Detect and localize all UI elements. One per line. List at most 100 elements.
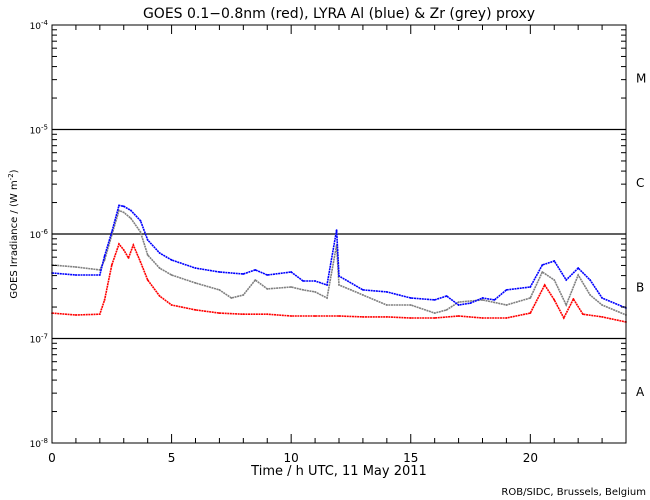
data-point	[543, 284, 546, 286]
data-point	[127, 257, 130, 259]
x-axis-label: Time / h UTC, 11 May 2011	[250, 464, 427, 479]
data-point	[529, 286, 532, 288]
axis-ticks	[51, 25, 627, 444]
data-point	[577, 274, 580, 276]
data-point	[409, 297, 412, 299]
data-point	[314, 291, 316, 293]
data-point	[266, 288, 269, 290]
data-point	[218, 271, 221, 273]
data-point	[122, 205, 125, 208]
data-point	[194, 282, 197, 284]
data-point	[335, 229, 338, 231]
flare-class-label: B	[636, 280, 644, 294]
x-tick-label: 5	[168, 451, 176, 465]
data-point	[481, 299, 484, 301]
data-point	[194, 308, 197, 311]
x-tick-label: 10	[284, 451, 299, 465]
data-point	[433, 317, 436, 319]
data-point	[266, 313, 269, 316]
series-group	[51, 204, 627, 323]
data-point	[350, 288, 352, 291]
data-point	[362, 294, 364, 296]
data-point	[146, 279, 149, 281]
data-point	[529, 312, 532, 315]
data-point	[362, 288, 364, 291]
data-point	[98, 313, 101, 316]
data-point	[290, 271, 293, 273]
data-point	[170, 259, 173, 261]
data-point	[158, 267, 161, 269]
data-point	[170, 304, 173, 306]
data-point	[553, 279, 556, 281]
data-point	[493, 299, 496, 301]
data-point	[254, 269, 257, 271]
data-point	[601, 297, 603, 299]
data-point	[385, 304, 388, 306]
data-point	[326, 284, 328, 286]
y-tick-label: 10-7	[30, 333, 48, 346]
data-point	[314, 315, 316, 317]
data-point	[242, 273, 245, 275]
data-point	[338, 315, 340, 317]
y-tick-label: 10-8	[30, 437, 48, 450]
y-axis-label: GOES Irradiance / (W m-2)	[7, 169, 20, 298]
data-point	[146, 239, 149, 241]
data-point	[122, 211, 125, 214]
data-point	[218, 312, 221, 315]
data-point	[589, 279, 592, 281]
data-point	[338, 275, 340, 277]
data-point	[242, 294, 245, 296]
y-tick-label: 10-5	[30, 124, 48, 137]
data-point	[230, 297, 233, 299]
data-point	[553, 299, 556, 301]
data-point	[445, 308, 448, 311]
data-point	[562, 317, 565, 319]
data-point	[589, 294, 592, 296]
data-point	[505, 317, 508, 319]
data-point	[218, 288, 221, 291]
data-point	[409, 304, 412, 306]
data-point	[130, 217, 132, 220]
data-point	[457, 304, 460, 306]
data-point	[103, 299, 106, 301]
data-point	[577, 267, 580, 269]
data-point	[103, 255, 106, 257]
flare-class-label: A	[636, 385, 645, 399]
data-point	[582, 313, 584, 316]
y-tick-label: 10-6	[30, 228, 49, 241]
x-tick-label: 0	[48, 451, 56, 465]
data-point	[314, 280, 316, 282]
data-point	[110, 231, 113, 233]
data-point	[481, 297, 484, 299]
data-point	[433, 299, 436, 301]
y-tick-label: 10-4	[30, 19, 49, 32]
data-point	[146, 254, 149, 256]
data-point	[254, 279, 257, 281]
data-point	[98, 274, 101, 276]
x-tick-label: 15	[403, 451, 418, 465]
data-point	[139, 219, 142, 222]
data-point	[385, 291, 388, 293]
data-point	[481, 317, 484, 319]
data-point	[75, 266, 77, 268]
data-point	[601, 304, 603, 306]
grid-lines	[52, 128, 626, 340]
data-point	[118, 243, 120, 245]
data-point	[326, 297, 328, 299]
data-point	[565, 304, 568, 306]
chart-title: GOES 0.1−0.8nm (red), LYRA Al (blue) & Z…	[143, 6, 535, 22]
data-point	[122, 249, 125, 251]
data-point	[541, 264, 544, 266]
data-point	[302, 288, 305, 291]
data-point	[469, 302, 472, 305]
data-point	[110, 264, 113, 266]
data-point	[302, 280, 305, 282]
data-point	[75, 314, 77, 316]
data-point	[505, 304, 508, 306]
data-point	[505, 288, 508, 291]
data-point	[242, 313, 245, 316]
data-point	[601, 315, 603, 318]
data-point	[541, 271, 544, 273]
data-point	[139, 231, 142, 233]
